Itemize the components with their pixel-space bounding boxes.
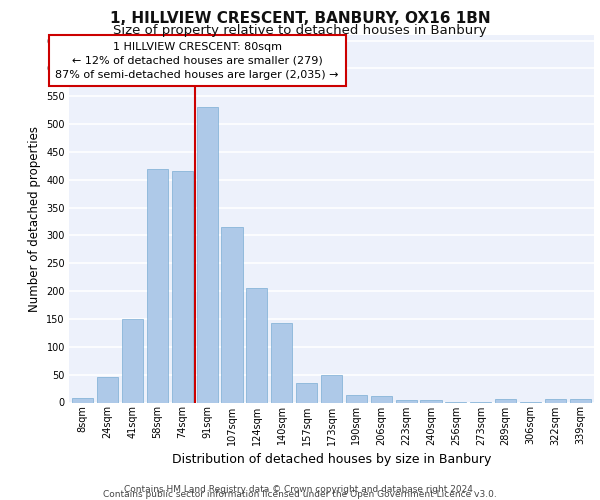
- Bar: [321, 374, 342, 402]
- Bar: [72, 398, 93, 402]
- Bar: [346, 394, 367, 402]
- Bar: [570, 398, 591, 402]
- Bar: [221, 227, 242, 402]
- Bar: [495, 398, 516, 402]
- Bar: [122, 319, 143, 402]
- Bar: [246, 288, 268, 403]
- Bar: [296, 383, 317, 402]
- Bar: [172, 172, 193, 402]
- Bar: [421, 400, 442, 402]
- Bar: [371, 396, 392, 402]
- Text: Contains public sector information licensed under the Open Government Licence v3: Contains public sector information licen…: [103, 490, 497, 499]
- Bar: [395, 400, 417, 402]
- Bar: [271, 324, 292, 402]
- Y-axis label: Number of detached properties: Number of detached properties: [28, 126, 41, 312]
- Text: 1 HILLVIEW CRESCENT: 80sqm
← 12% of detached houses are smaller (279)
87% of sem: 1 HILLVIEW CRESCENT: 80sqm ← 12% of deta…: [55, 42, 339, 80]
- X-axis label: Distribution of detached houses by size in Banbury: Distribution of detached houses by size …: [172, 453, 491, 466]
- Bar: [147, 168, 168, 402]
- Text: 1, HILLVIEW CRESCENT, BANBURY, OX16 1BN: 1, HILLVIEW CRESCENT, BANBURY, OX16 1BN: [110, 11, 490, 26]
- Bar: [545, 398, 566, 402]
- Bar: [197, 108, 218, 403]
- Text: Contains HM Land Registry data © Crown copyright and database right 2024.: Contains HM Land Registry data © Crown c…: [124, 484, 476, 494]
- Text: Size of property relative to detached houses in Banbury: Size of property relative to detached ho…: [113, 24, 487, 37]
- Bar: [97, 378, 118, 402]
